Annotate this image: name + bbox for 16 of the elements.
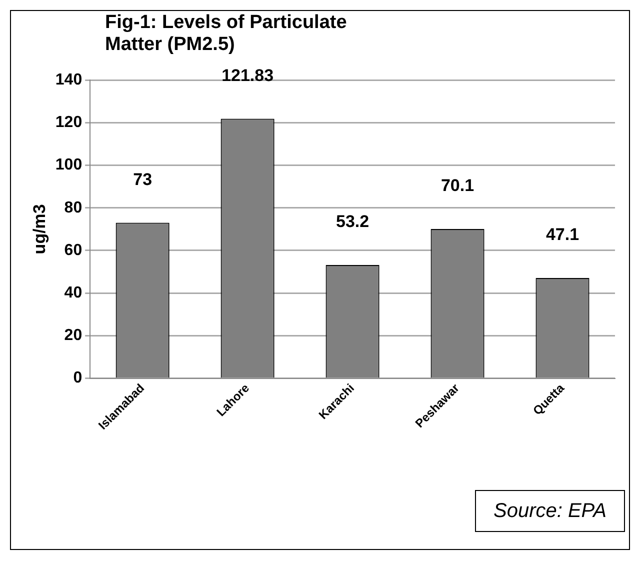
- y-axis-title: ug/m3: [30, 204, 49, 254]
- y-tick-label: 60: [64, 242, 82, 259]
- y-tick-label: 120: [55, 114, 82, 132]
- data-label: 53.2: [336, 212, 370, 232]
- source-note: Source: EPA: [475, 490, 625, 532]
- data-label: 121.83: [222, 66, 274, 85]
- data-label: 70.1: [440, 176, 474, 196]
- data-label: 47.1: [546, 225, 580, 244]
- chart-title: Fig-1: Levels of Particulate Matter (PM2.5): [105, 12, 348, 56]
- y-tick-label: 40: [64, 284, 82, 302]
- y-tick-label: 0: [73, 370, 82, 387]
- data-label: 73: [133, 170, 152, 189]
- y-tick-label: 20: [64, 327, 82, 344]
- y-tick-label: 100: [55, 156, 82, 174]
- y-tick-label: 80: [64, 199, 82, 216]
- y-tick-label: 140: [55, 71, 82, 88]
